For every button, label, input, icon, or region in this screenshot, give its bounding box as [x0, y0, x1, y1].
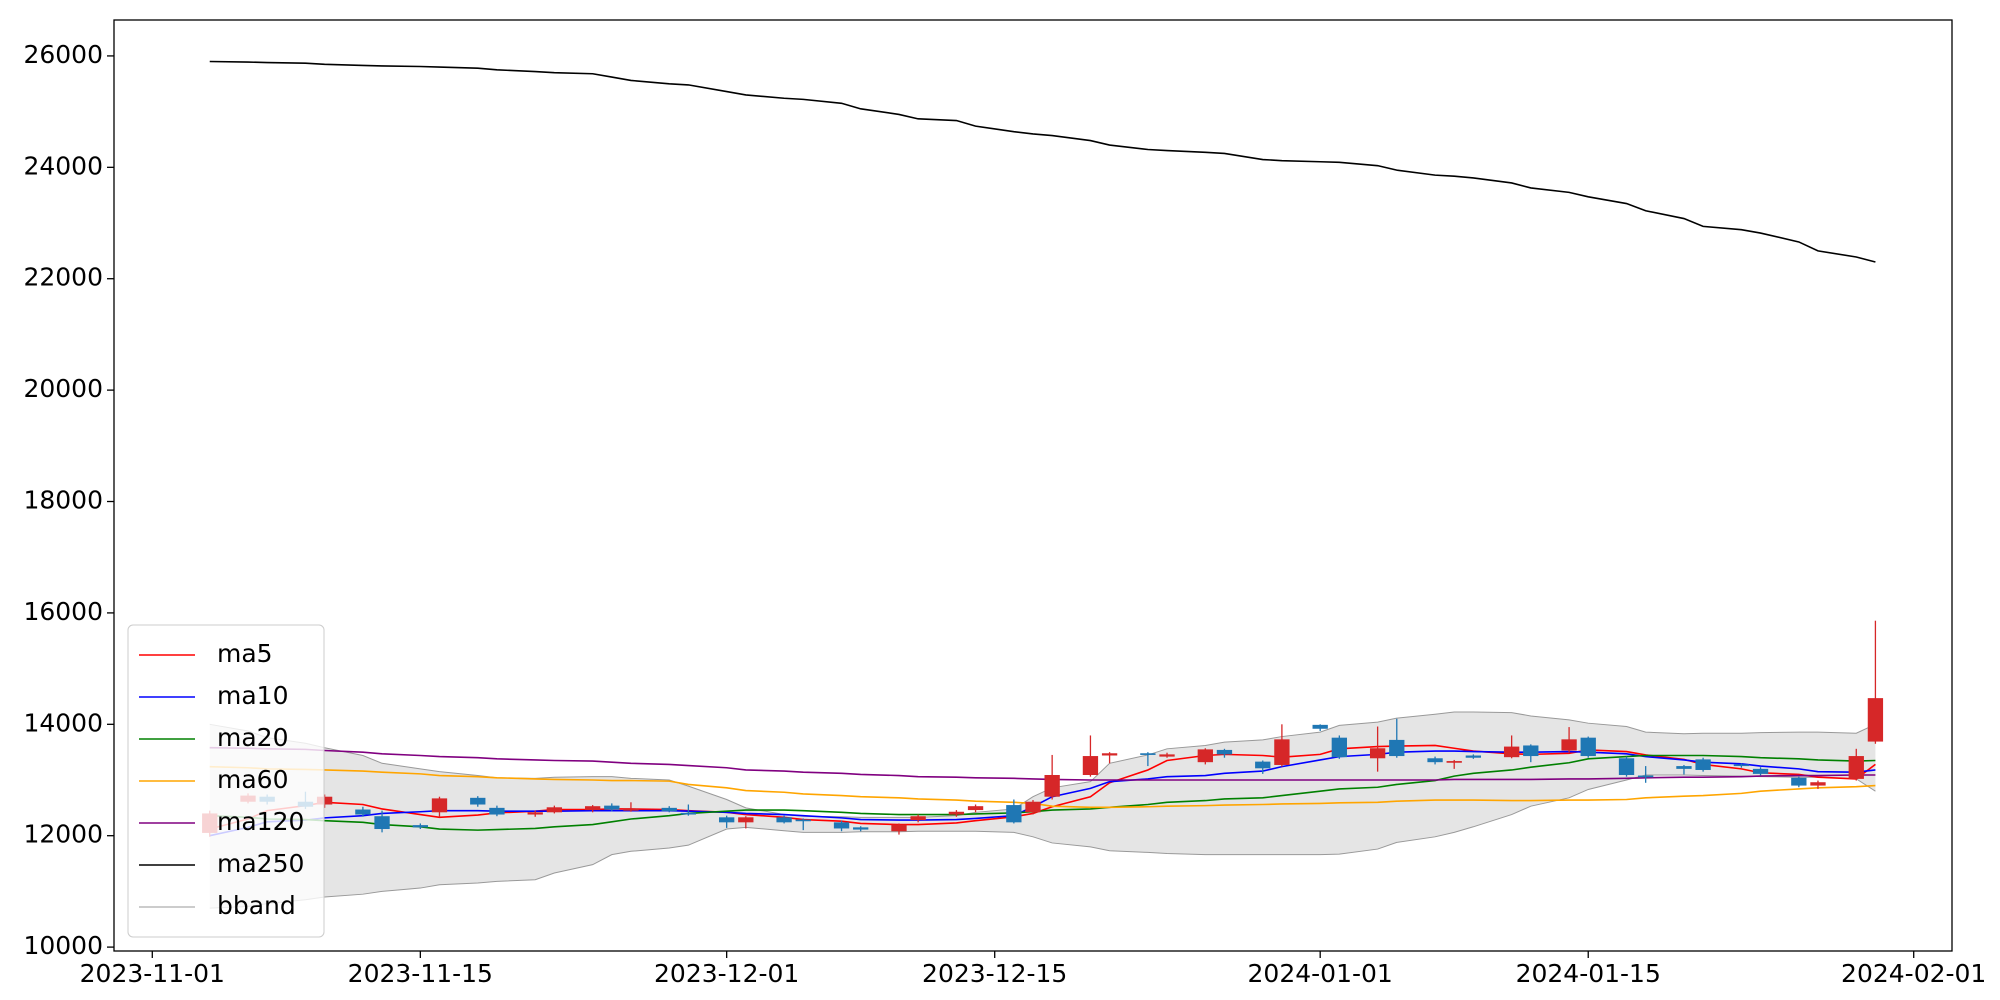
x-tick-label: 2024-01-15 [1516, 959, 1661, 988]
candle-body [1044, 774, 1060, 797]
candle-body [412, 825, 428, 828]
x-tick-label: 2024-02-01 [1841, 959, 1986, 988]
candle-body [661, 807, 677, 812]
candle-body [604, 805, 620, 810]
y-tick-label: 12000 [23, 820, 103, 849]
candle-body [1140, 753, 1156, 755]
candle-body [738, 817, 754, 823]
legend-label: ma60 [217, 765, 288, 794]
candle-body [853, 827, 869, 830]
plot-area [202, 60, 1884, 909]
x-tick-label: 2024-01-01 [1248, 959, 1393, 988]
candle-body [1312, 724, 1328, 729]
candle-body [1369, 748, 1386, 759]
candle-body [470, 797, 486, 805]
candle-body [891, 824, 907, 832]
candle-body [948, 811, 965, 815]
candle-body [1561, 739, 1577, 751]
candle-body [316, 796, 333, 805]
candle-body [1082, 756, 1099, 775]
candle-body [719, 817, 735, 823]
legend-label: ma20 [217, 723, 288, 752]
candle-body [1216, 749, 1233, 755]
candle-body [1274, 739, 1290, 765]
candle-body [680, 812, 697, 815]
candle-body [1523, 745, 1539, 757]
legend-label: bband [217, 891, 296, 920]
candle-body [1446, 761, 1462, 763]
y-tick-label: 10000 [23, 931, 103, 960]
plot-frame [113, 19, 1953, 952]
candle-body [776, 817, 792, 823]
candle-body [1025, 801, 1041, 813]
ma-line [209, 746, 1876, 781]
candle-body [355, 809, 371, 815]
candle-body [1791, 777, 1807, 786]
candle-body [1255, 761, 1271, 769]
candle-body [1867, 698, 1884, 742]
band-lower [209, 774, 1876, 909]
candle-body [1810, 782, 1826, 786]
candle-body [1006, 805, 1022, 823]
candle-body [374, 816, 390, 830]
candle-body [833, 822, 850, 829]
candle-body [1101, 753, 1118, 756]
candle-body [967, 806, 984, 811]
candle-body [1618, 758, 1635, 775]
candle-body [1733, 764, 1750, 767]
legend: ma5 ma10 ma20 ma60 ma120 ma250 bband [127, 624, 325, 938]
candle-body [1389, 739, 1405, 757]
candle-body [1331, 737, 1347, 758]
candle-body [1503, 746, 1520, 758]
candle-body [1695, 759, 1711, 770]
legend-label: ma5 [217, 639, 273, 668]
ma-line [209, 765, 1876, 809]
x-tick-label: 2023-11-01 [80, 959, 225, 988]
x-tick-label: 2023-12-15 [922, 959, 1067, 988]
candle-body [1638, 775, 1654, 778]
y-tick-label: 14000 [23, 708, 103, 737]
candle-body [1676, 766, 1692, 769]
candle-body [1580, 737, 1596, 757]
candle-body [1197, 749, 1213, 763]
legend-label: ma120 [217, 807, 304, 836]
x-tick-label: 2023-12-01 [654, 959, 799, 988]
candle-body [910, 816, 926, 821]
candle-body [489, 807, 505, 815]
legend-box [127, 624, 325, 938]
candle-body [623, 808, 639, 811]
candle-body [527, 812, 543, 815]
ma-line [209, 60, 1876, 263]
y-tick-label: 16000 [23, 597, 103, 626]
candle-body [431, 798, 448, 813]
y-tick-label: 26000 [23, 40, 103, 69]
candle-body [795, 819, 811, 822]
y-tick-label: 18000 [23, 486, 103, 515]
candle-body [584, 806, 601, 811]
legend-label: ma10 [217, 681, 288, 710]
candle-body [1427, 758, 1443, 763]
y-tick-label: 22000 [23, 263, 103, 292]
x-tick-label: 2023-11-15 [348, 959, 493, 988]
legend-label: ma250 [217, 849, 304, 878]
candle-body [1848, 756, 1864, 779]
candle-body [1465, 755, 1482, 758]
candle-body [546, 807, 563, 813]
candle-body [1752, 768, 1769, 774]
y-tick-label: 20000 [23, 374, 103, 403]
y-tick-label: 24000 [23, 151, 103, 180]
ma-line [209, 754, 1876, 831]
candle-body [1159, 754, 1175, 757]
